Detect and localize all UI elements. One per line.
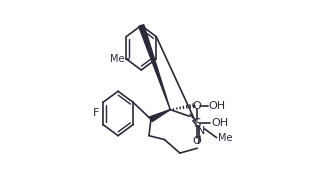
Text: S: S	[193, 117, 201, 130]
Polygon shape	[150, 110, 170, 122]
Text: OH: OH	[209, 101, 226, 111]
Text: F: F	[93, 108, 99, 118]
Text: OH: OH	[211, 118, 228, 128]
Text: Me: Me	[217, 133, 232, 143]
Polygon shape	[139, 25, 170, 110]
Text: O: O	[192, 101, 201, 111]
Text: Me: Me	[110, 54, 124, 64]
Text: N: N	[197, 126, 205, 136]
Text: O: O	[192, 135, 201, 145]
